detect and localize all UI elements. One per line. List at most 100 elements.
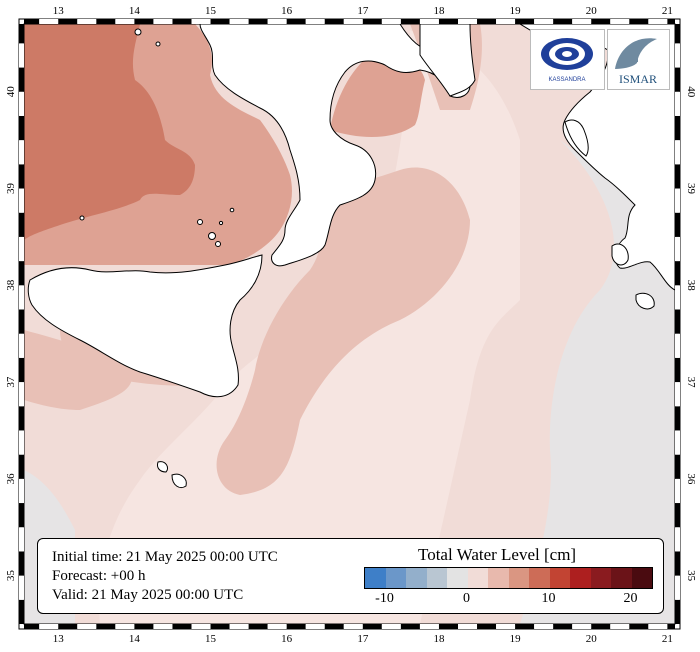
frame-bar-segment xyxy=(591,624,611,629)
frame-bar-segment xyxy=(667,624,675,629)
frame-bar-segment xyxy=(19,599,24,624)
lon-labels-top: 13 14 15 16 17 18 19 20 21 xyxy=(53,5,673,17)
legend-swatch xyxy=(570,568,591,588)
frame-bar-segment xyxy=(286,19,306,24)
frame-bar-segment xyxy=(648,19,668,24)
frame-bar-segment xyxy=(229,624,249,629)
frame-bar-segment xyxy=(19,24,24,44)
lon-tick-label-top: 16 xyxy=(281,5,293,17)
frame-bar-segment xyxy=(172,624,192,629)
frame-bar-segment xyxy=(381,624,401,629)
frame-border xyxy=(18,18,681,630)
info-panel: Initial time: 21 May 2025 00:00 UTC Fore… xyxy=(37,538,664,614)
frame-bar-segment xyxy=(134,624,154,629)
lon-tick-label-top: 15 xyxy=(205,5,217,17)
frame-bar-segment xyxy=(419,19,439,24)
frame-bar-segment xyxy=(19,115,24,141)
sea-west-band xyxy=(24,330,132,410)
frame-bar-segment xyxy=(496,624,516,629)
frame-bar-segment xyxy=(438,19,458,24)
frame-bar-segment xyxy=(115,624,135,629)
frame-bar-segment xyxy=(675,24,680,44)
frame-bar-segment xyxy=(286,624,306,629)
lon-tick-label-top: 17 xyxy=(357,5,369,17)
frame-bar-segment xyxy=(19,236,24,262)
frame-bar-segment xyxy=(19,285,24,310)
lat-labels-left: 40 39 38 37 36 35 xyxy=(5,86,17,581)
frame-bar-segment xyxy=(534,624,554,629)
frame-bar-segment xyxy=(675,115,680,141)
frame-bar-segment xyxy=(58,19,78,24)
frame-bar-segment xyxy=(572,19,592,24)
legend-swatch xyxy=(365,568,386,588)
lat-tick-label-left: 35 xyxy=(5,570,17,582)
frame-bar-segment xyxy=(675,140,680,165)
frame-bar-segment xyxy=(553,624,573,629)
frame-bar-segment xyxy=(675,333,680,358)
frame-bar-segment xyxy=(343,624,363,629)
land-kefalonia xyxy=(611,243,629,266)
frame-bar-segment xyxy=(153,19,173,24)
lat-tick-label-left: 39 xyxy=(5,183,17,195)
frame-bar-segment xyxy=(77,624,97,629)
frame-bar-segment xyxy=(39,624,59,629)
frame-bar-segment xyxy=(675,67,680,92)
frame-bar-segment xyxy=(675,478,680,504)
lon-tick-label-bottom: 20 xyxy=(586,633,598,645)
frame-bar-segment xyxy=(267,624,287,629)
sea-field xyxy=(24,24,675,624)
frame-bar-segment xyxy=(675,527,680,552)
sea-mid-band xyxy=(216,167,470,495)
frame-bar-segment xyxy=(648,624,668,629)
legend-tick-label: 10 xyxy=(541,591,556,606)
legend-swatch xyxy=(529,568,550,588)
lon-tick-label-bottom: 19 xyxy=(510,633,522,645)
frame-bar-segment xyxy=(19,140,24,165)
land-ischia xyxy=(155,41,161,47)
frame-bar-segment xyxy=(675,503,680,528)
frame-bar-segment xyxy=(675,357,680,383)
frame-bar-segment xyxy=(19,527,24,552)
frame-bar-segment xyxy=(172,19,192,24)
frame-bar-segment xyxy=(267,19,287,24)
lat-tick-label-right: 40 xyxy=(685,86,697,98)
land-aeolian-2 xyxy=(208,232,216,240)
frame-bar-segment xyxy=(229,19,249,24)
lat-tick-label-right: 36 xyxy=(685,473,697,485)
lon-tick-label-bottom: 18 xyxy=(433,633,445,645)
frame-bar-segment xyxy=(19,430,24,455)
frame-bar-segment xyxy=(610,19,630,24)
frame-bar-segment xyxy=(19,575,24,600)
frame-bar-segment xyxy=(458,624,478,629)
lat-tick-label-left: 40 xyxy=(5,86,17,98)
frame-bar-segment xyxy=(675,236,680,262)
lat-tick-label-left: 37 xyxy=(5,376,17,388)
legend-title: Total Water Level [cm] xyxy=(418,545,577,564)
frame-bar-segment xyxy=(515,19,535,24)
frame-bar-segment xyxy=(248,19,268,24)
land-zakynthos xyxy=(635,292,655,310)
frame-bar-segment xyxy=(438,624,458,629)
legend-tick-label: 20 xyxy=(623,591,638,606)
kassandra-logo: KASSANDRA xyxy=(530,29,605,90)
sea-dark-core xyxy=(24,24,195,240)
frame-bar-segment xyxy=(134,19,154,24)
frame-bar-segment xyxy=(400,19,420,24)
frame-bar-segment xyxy=(572,624,592,629)
frame-bar-segment xyxy=(675,454,680,479)
frame-bar-segment xyxy=(19,67,24,92)
frame-bar-segment xyxy=(39,19,59,24)
land-ustica xyxy=(79,215,85,221)
land-aeolian-1 xyxy=(197,219,203,225)
frame-bar-segment xyxy=(24,624,40,629)
frame-bar-segment xyxy=(19,551,24,576)
frame-bar-segment xyxy=(19,478,24,504)
ismar-logo-text: ISMAR xyxy=(619,72,657,86)
lat-tick-label-left: 38 xyxy=(5,279,17,291)
frame-bar-segment xyxy=(191,624,211,629)
lon-tick-label-bottom: 13 xyxy=(53,633,65,645)
legend-swatch xyxy=(631,568,652,588)
legend-swatch xyxy=(385,568,406,588)
lon-tick-label-top: 20 xyxy=(586,5,598,17)
